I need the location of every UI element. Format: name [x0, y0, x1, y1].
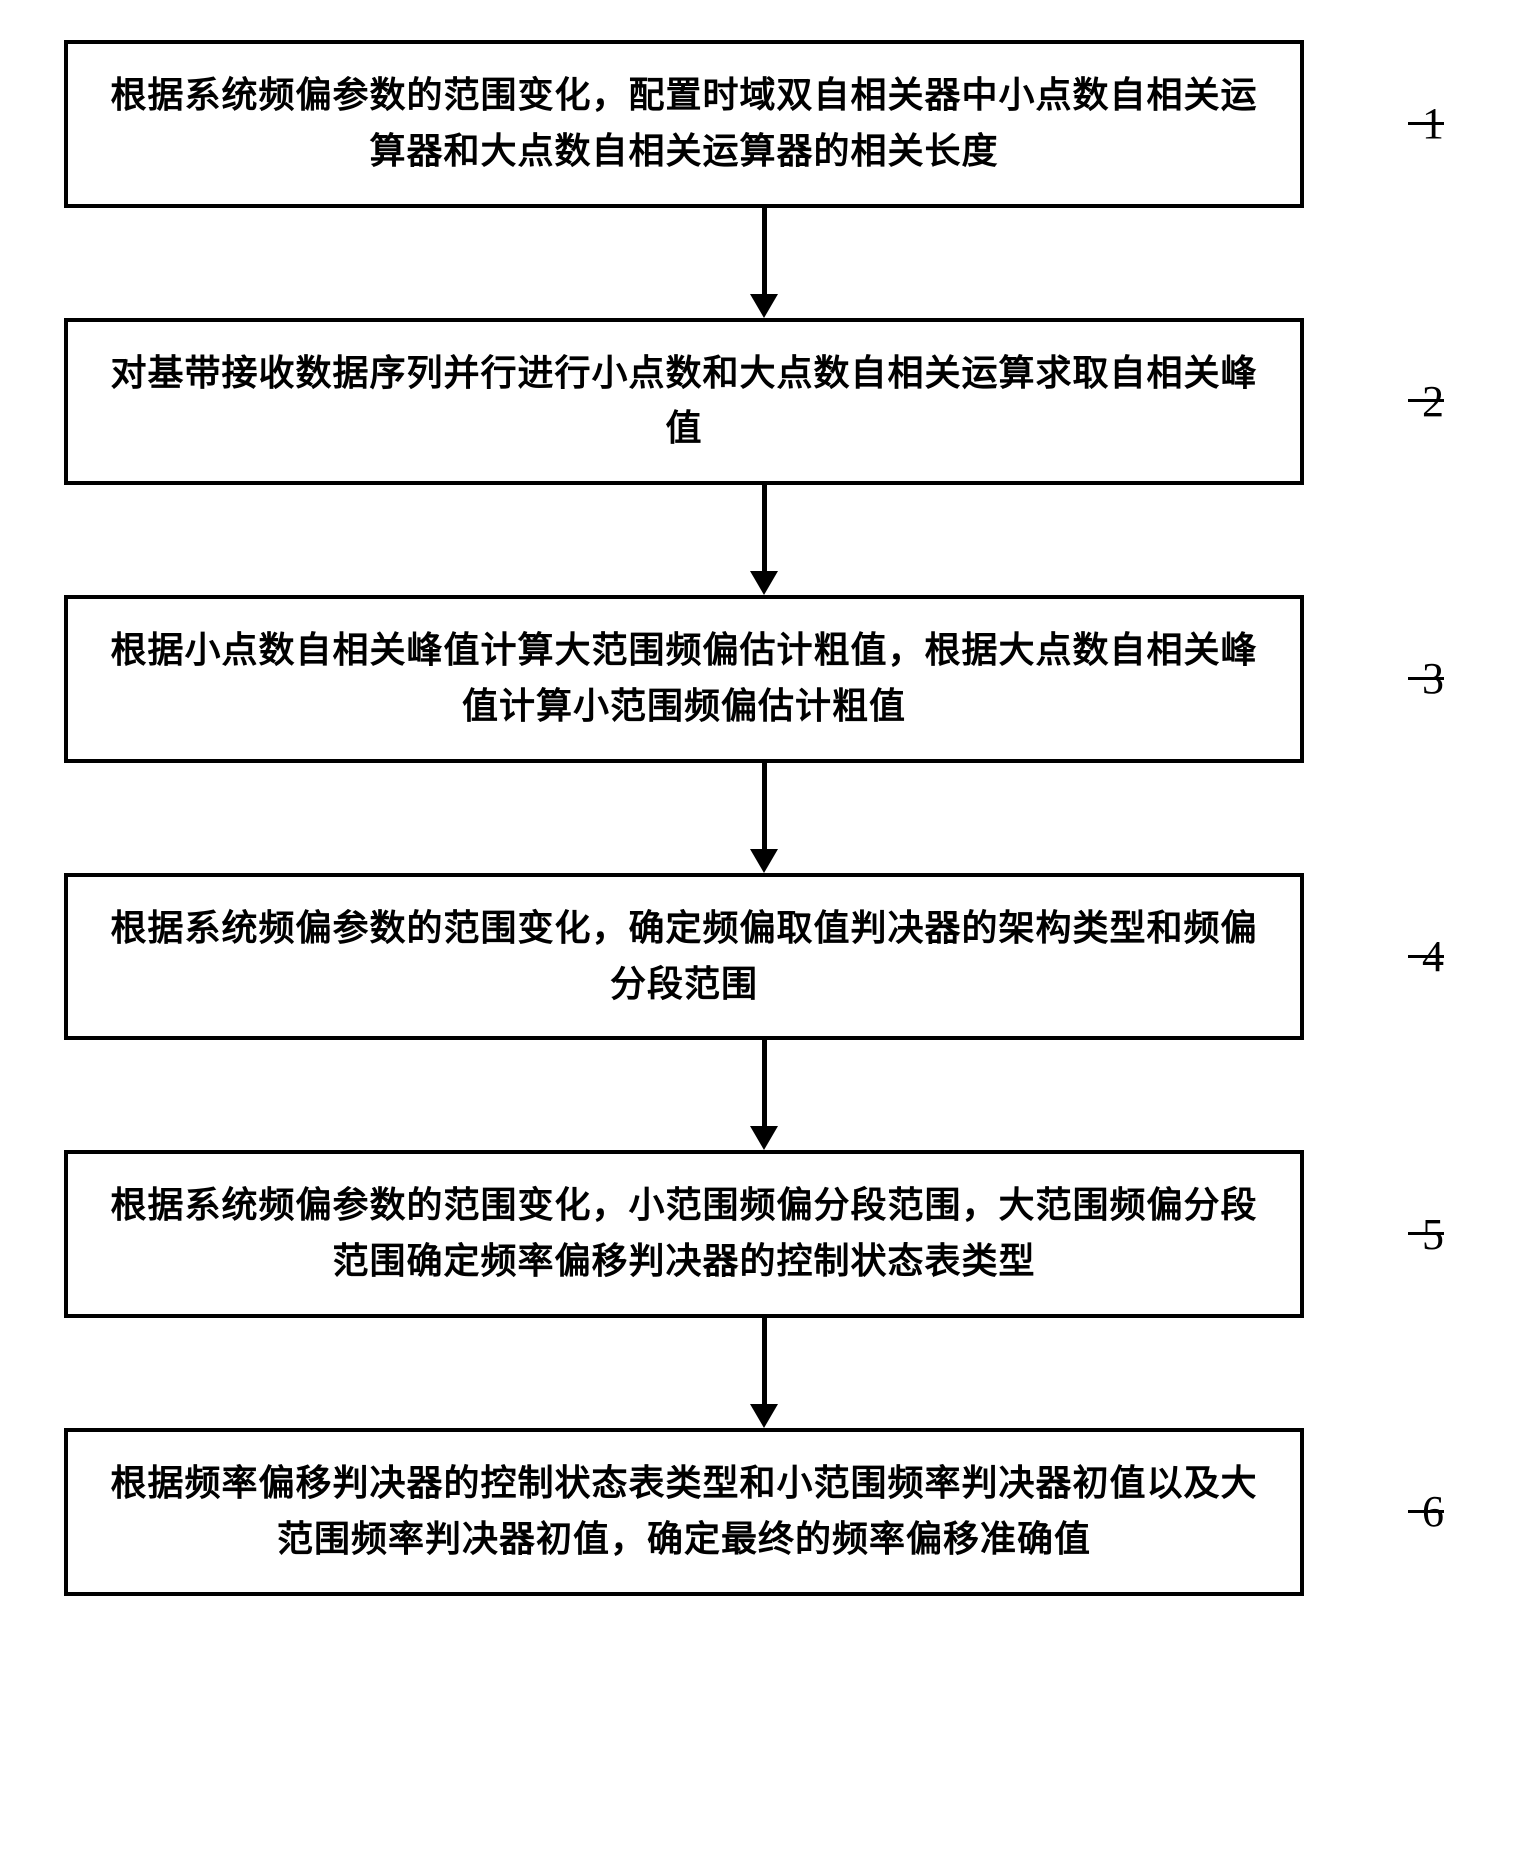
- flow-box-1: 根据系统频偏参数的范围变化，配置时域双自相关器中小点数自相关运算器和大点数自相关…: [64, 40, 1304, 208]
- flow-box-text: 根据小点数自相关峰值计算大范围频偏估计粗值，根据大点数自相关峰值计算小范围频偏估…: [110, 630, 1257, 726]
- step-label: 6: [1422, 1486, 1444, 1537]
- step-label: 1: [1422, 98, 1444, 149]
- step-row: 根据系统频偏参数的范围变化，配置时域双自相关器中小点数自相关运算器和大点数自相关…: [64, 40, 1464, 208]
- flow-box-text: 根据系统频偏参数的范围变化，确定频偏取值判决器的架构类型和频偏分段范围: [110, 908, 1257, 1004]
- arrow-shaft: [762, 1040, 767, 1132]
- flow-box-2: 对基带接收数据序列并行进行小点数和大点数自相关运算求取自相关峰值: [64, 318, 1304, 486]
- arrow-shaft: [762, 1318, 767, 1410]
- flow-box-3: 根据小点数自相关峰值计算大范围频偏估计粗值，根据大点数自相关峰值计算小范围频偏估…: [64, 595, 1304, 763]
- step-label: 2: [1422, 376, 1444, 427]
- arrow-shaft: [762, 485, 767, 577]
- arrow-shaft: [762, 763, 767, 855]
- step-row: 根据小点数自相关峰值计算大范围频偏估计粗值，根据大点数自相关峰值计算小范围频偏估…: [64, 595, 1464, 763]
- step-label: 4: [1422, 931, 1444, 982]
- flowchart-container: 根据系统频偏参数的范围变化，配置时域双自相关器中小点数自相关运算器和大点数自相关…: [64, 40, 1464, 1596]
- arrow-head-icon: [750, 1126, 778, 1150]
- flow-box-text: 根据频率偏移判决器的控制状态表类型和小范围频率判决器初值以及大范围频率判决器初值…: [110, 1463, 1257, 1559]
- step-row: 根据频率偏移判决器的控制状态表类型和小范围频率判决器初值以及大范围频率判决器初值…: [64, 1428, 1464, 1596]
- arrow-shaft: [762, 208, 767, 300]
- step-row: 根据系统频偏参数的范围变化，小范围频偏分段范围，大范围频偏分段范围确定频率偏移判…: [64, 1150, 1464, 1318]
- arrow-head-icon: [750, 571, 778, 595]
- flow-box-text: 根据系统频偏参数的范围变化，配置时域双自相关器中小点数自相关运算器和大点数自相关…: [110, 75, 1257, 171]
- flow-box-4: 根据系统频偏参数的范围变化，确定频偏取值判决器的架构类型和频偏分段范围: [64, 873, 1304, 1041]
- arrow-down: [762, 1040, 767, 1150]
- arrow-down: [762, 1318, 767, 1428]
- step-label: 3: [1422, 653, 1444, 704]
- step-label: 5: [1422, 1209, 1444, 1260]
- arrow-head-icon: [750, 294, 778, 318]
- step-row: 根据系统频偏参数的范围变化，确定频偏取值判决器的架构类型和频偏分段范围 4: [64, 873, 1464, 1041]
- flow-box-5: 根据系统频偏参数的范围变化，小范围频偏分段范围，大范围频偏分段范围确定频率偏移判…: [64, 1150, 1304, 1318]
- arrow-head-icon: [750, 1404, 778, 1428]
- flow-box-text: 对基带接收数据序列并行进行小点数和大点数自相关运算求取自相关峰值: [110, 353, 1257, 449]
- arrow-head-icon: [750, 849, 778, 873]
- flow-box-6: 根据频率偏移判决器的控制状态表类型和小范围频率判决器初值以及大范围频率判决器初值…: [64, 1428, 1304, 1596]
- step-row: 对基带接收数据序列并行进行小点数和大点数自相关运算求取自相关峰值 2: [64, 318, 1464, 486]
- arrow-down: [762, 485, 767, 595]
- flow-box-text: 根据系统频偏参数的范围变化，小范围频偏分段范围，大范围频偏分段范围确定频率偏移判…: [110, 1185, 1257, 1281]
- arrow-down: [762, 763, 767, 873]
- arrow-down: [762, 208, 767, 318]
